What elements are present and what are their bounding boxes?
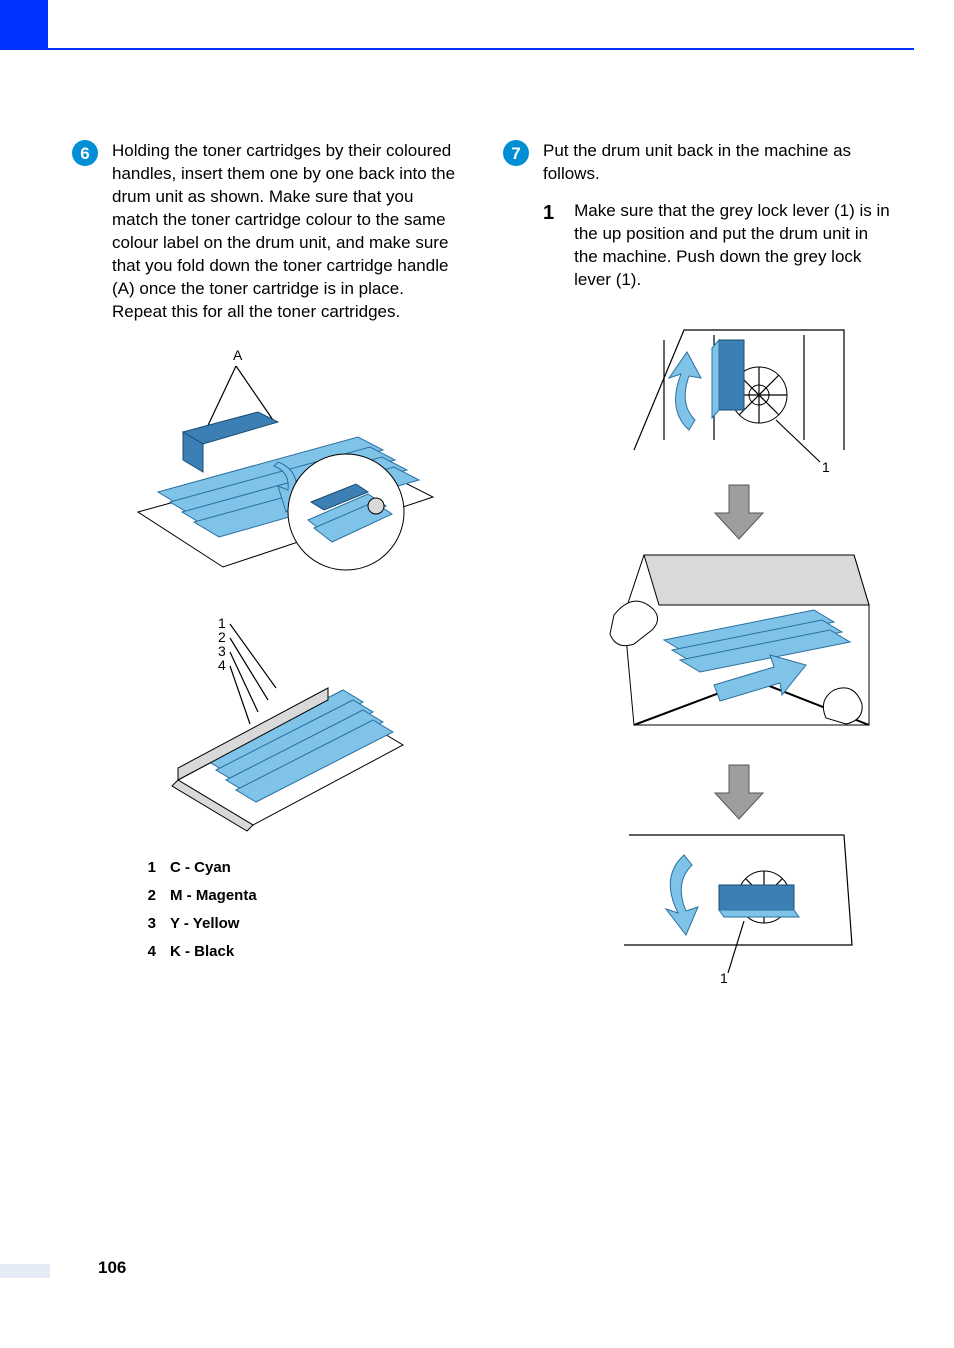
manual-page: 6 Holding the toner cartridges by their … — [0, 0, 954, 1348]
step-7: 7 Put the drum unit back in the machine … — [503, 140, 894, 1008]
step-7-body: Put the drum unit back in the machine as… — [543, 140, 894, 1008]
column-left: 6 Holding the toner cartridges by their … — [72, 140, 463, 1228]
page-number-bg — [0, 1264, 50, 1278]
svg-text:4: 4 — [218, 657, 226, 673]
figure-drum-unit-cartridges: A — [112, 342, 463, 592]
header-rule — [48, 48, 914, 50]
callout-A-label: A — [233, 347, 243, 363]
svg-text:1: 1 — [822, 459, 830, 475]
figure-drum-unit-slots: 1 2 3 4 — [112, 610, 463, 840]
legend-num: 1 — [142, 858, 156, 878]
substep-1-text: Make sure that the grey lock lever (1) i… — [574, 200, 894, 292]
legend-row-magenta: 2 M - Magenta — [142, 886, 463, 906]
legend-label: K - Black — [170, 942, 234, 962]
substep-1-number: 1 — [543, 200, 554, 227]
colour-legend: 1 C - Cyan 2 M - Magenta 3 Y - Yellow — [112, 858, 463, 963]
content-columns: 6 Holding the toner cartridges by their … — [72, 140, 894, 1228]
legend-row-cyan: 1 C - Cyan — [142, 858, 463, 878]
svg-text:1: 1 — [720, 970, 728, 986]
figure-insert-drum-sequence: 1 — [563, 310, 914, 990]
legend-row-black: 4 K - Black — [142, 942, 463, 962]
column-right: 7 Put the drum unit back in the machine … — [503, 140, 894, 1228]
step-7-badge: 7 — [503, 140, 529, 166]
step-6-text: Holding the toner cartridges by their co… — [112, 140, 463, 324]
legend-label: C - Cyan — [170, 858, 231, 878]
step-6-body: Holding the toner cartridges by their co… — [112, 140, 463, 971]
legend-row-yellow: 3 Y - Yellow — [142, 914, 463, 934]
step-7-text: Put the drum unit back in the machine as… — [543, 140, 894, 186]
step-6: 6 Holding the toner cartridges by their … — [72, 140, 463, 971]
legend-num: 3 — [142, 914, 156, 934]
header-side-tab — [0, 0, 48, 50]
legend-num: 2 — [142, 886, 156, 906]
step-7-substep-1: 1 Make sure that the grey lock lever (1)… — [543, 200, 894, 292]
page-number: 106 — [98, 1258, 126, 1278]
step-6-badge: 6 — [72, 140, 98, 166]
legend-num: 4 — [142, 942, 156, 962]
legend-label: M - Magenta — [170, 886, 257, 906]
legend-label: Y - Yellow — [170, 914, 239, 934]
